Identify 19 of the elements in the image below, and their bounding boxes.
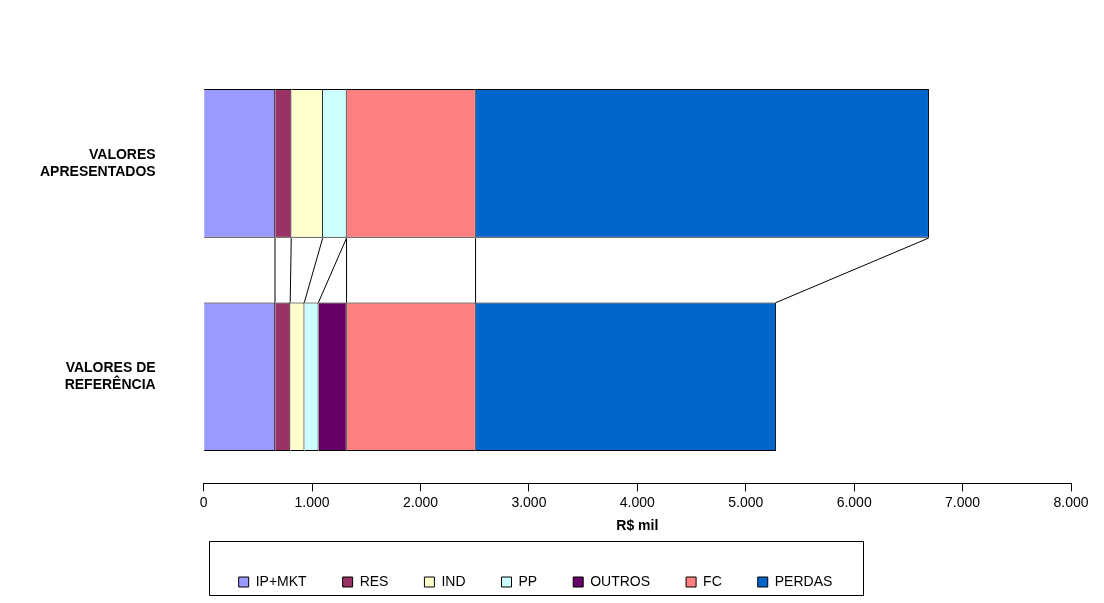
x-tick-label: 7.000 [945,493,981,510]
x-tick-label: 3.000 [511,493,547,510]
x-tick-label: 8.000 [1053,493,1089,510]
x-tick-label: 4.000 [619,493,656,510]
legend-label: IP+MKT [255,572,308,589]
legend-label: IND [441,572,466,589]
y-tick-label: VALORES DE REFERÊNCIA [64,359,156,393]
legend-label: RES [359,572,389,589]
x-axis-title: R$ mil [616,517,659,534]
legend-label: OUTROS [590,572,651,589]
y-tick-label: VALORES APRESENTADOS [39,145,156,179]
legend-label: PP [518,572,538,589]
x-tick-label: 6.000 [836,493,872,510]
x-tick-label: 1.000 [294,493,330,510]
x-tick-label: 0 [199,493,208,510]
x-tick-label: 5.000 [728,493,764,510]
legend-label: FC [703,572,722,589]
legend-label: PERDAS [774,572,833,589]
x-tick-label: 2.000 [402,493,439,510]
